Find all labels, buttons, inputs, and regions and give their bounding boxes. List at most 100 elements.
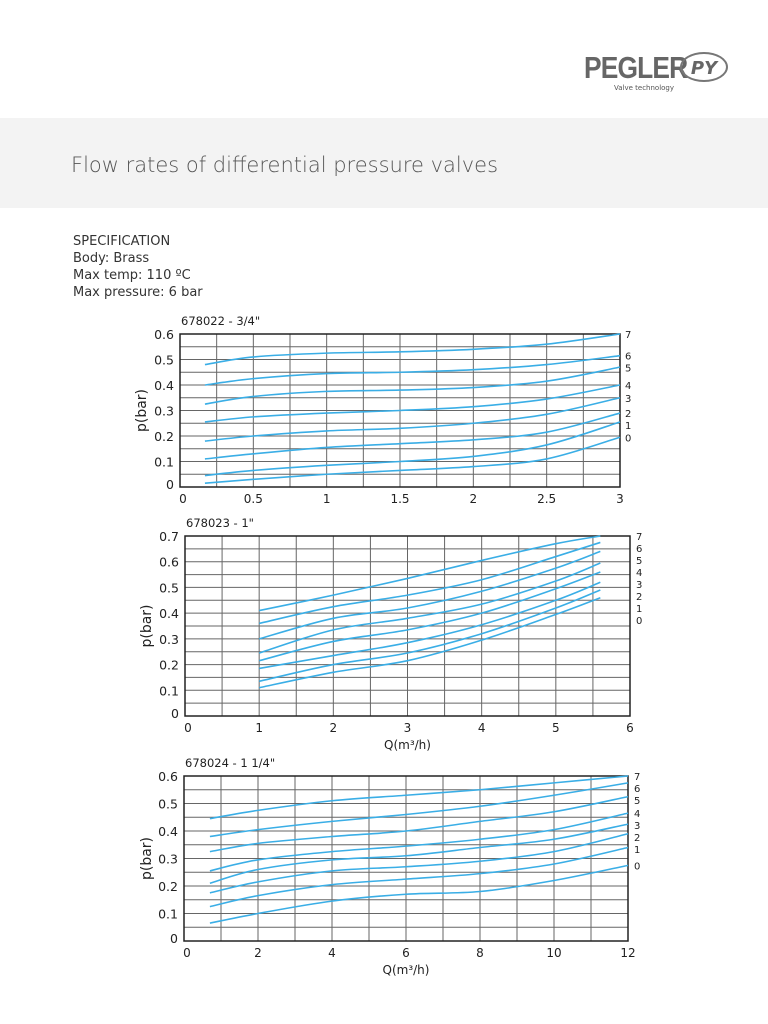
y-tick-label: 0.5 (158, 797, 178, 812)
x-tick-label: 4 (478, 721, 486, 735)
plot-frame (184, 535, 631, 717)
x-tick-label: 0 (183, 946, 191, 960)
y-axis-label: p(bar) (134, 389, 150, 432)
x-tick-label: 6 (402, 946, 410, 960)
y-tick-label: 0 (171, 706, 179, 721)
x-tick-label: 1 (323, 492, 331, 506)
y-tick-label: 0.1 (158, 907, 178, 922)
series-line-4 (204, 384, 621, 423)
series-line-0 (259, 596, 601, 689)
series-label-6: 6 (625, 352, 631, 363)
series-line-1 (204, 421, 621, 477)
series-line-5 (258, 550, 601, 640)
series-label-3: 3 (636, 580, 642, 591)
x-tick-label: 2 (330, 721, 338, 735)
x-tick-label: 0 (179, 492, 187, 506)
series-line-5 (204, 366, 621, 405)
series-line-3 (204, 396, 621, 442)
y-axis-label: p(bar) (139, 604, 155, 647)
series-label-3: 3 (634, 821, 640, 832)
series-line-6 (209, 782, 629, 838)
logo-brand: PEGLER (584, 50, 688, 85)
series-label-6: 6 (634, 784, 640, 795)
y-tick-label: 0 (170, 931, 178, 946)
x-tick-label: 8 (476, 946, 484, 960)
series-label-7: 7 (634, 772, 640, 783)
spec-heading: SPECIFICATION (73, 234, 171, 249)
series-label-2: 2 (634, 833, 640, 844)
spec-max-temp: Max temp: 110 ºC (73, 268, 191, 283)
spec-body: Body: Brass (73, 251, 150, 266)
series-label-2: 2 (625, 409, 631, 420)
series-line-3 (209, 823, 629, 885)
series-line-2 (209, 832, 629, 894)
logo-mark: PY (680, 52, 728, 82)
y-tick-label: 0.6 (158, 769, 178, 784)
series-line-7 (204, 333, 621, 366)
y-tick-label: 0.6 (159, 555, 179, 570)
x-tick-label: 6 (626, 721, 634, 735)
x-tick-label: 5 (552, 721, 560, 735)
y-tick-label: 0.3 (158, 852, 178, 867)
x-tick-label: 4 (328, 946, 336, 960)
y-tick-label: 0.1 (159, 683, 179, 698)
series-label-5: 5 (634, 796, 640, 807)
title-band (0, 118, 768, 208)
y-tick-label: 0 (166, 477, 174, 492)
plot-frame (183, 775, 629, 942)
series-line-5 (209, 795, 629, 853)
series-line-4 (209, 812, 629, 872)
series-label-6: 6 (636, 544, 642, 555)
y-tick-label: 0.2 (158, 879, 178, 894)
y-tick-label: 0.4 (154, 378, 174, 393)
series-line-2 (259, 581, 601, 670)
x-tick-label: 12 (620, 946, 635, 960)
x-tick-label: 0 (184, 721, 192, 735)
series-label-7: 7 (625, 330, 631, 341)
series-line-2 (204, 412, 621, 460)
y-tick-label: 0.5 (154, 353, 174, 368)
series-label-5: 5 (625, 364, 631, 375)
x-axis-label: Q(m³/h) (384, 738, 431, 752)
x-tick-label: 0.5 (244, 492, 263, 506)
series-label-7: 7 (636, 532, 642, 543)
series-label-4: 4 (625, 381, 631, 392)
y-axis-label: p(bar) (139, 837, 155, 880)
x-tick-label: 3 (404, 721, 412, 735)
x-tick-label: 2 (254, 946, 262, 960)
spec-max-pressure: Max pressure: 6 bar (73, 285, 203, 300)
x-tick-label: 3 (616, 492, 624, 506)
x-tick-label: 1.5 (390, 492, 409, 506)
plot-frame (179, 333, 621, 488)
series-label-2: 2 (636, 592, 642, 603)
series-line-1 (209, 846, 629, 908)
x-tick-label: 2.5 (537, 492, 556, 506)
series-label-0: 0 (634, 861, 640, 872)
y-tick-label: 0.3 (154, 404, 174, 419)
series-label-4: 4 (636, 568, 642, 579)
series-label-0: 0 (636, 616, 642, 627)
series-line-0 (209, 864, 629, 924)
series-line-6 (258, 541, 601, 625)
series-line-0 (204, 436, 621, 484)
series-label-4: 4 (634, 809, 640, 820)
series-label-1: 1 (634, 845, 640, 856)
specification: SPECIFICATION Body: Brass Max temp: 110 … (73, 233, 203, 301)
chart-title: 678023 - 1" (186, 516, 254, 530)
series-label-1: 1 (625, 421, 631, 432)
series-line-7 (259, 535, 601, 612)
y-tick-label: 0.3 (159, 632, 179, 647)
series-label-5: 5 (636, 556, 642, 567)
y-tick-label: 0.2 (159, 658, 179, 673)
y-tick-label: 0.4 (159, 606, 179, 621)
chart-title: 678022 - 3/4" (181, 314, 260, 328)
series-label-0: 0 (625, 433, 631, 444)
y-tick-label: 0.4 (158, 824, 178, 839)
x-tick-label: 10 (546, 946, 561, 960)
y-tick-label: 0.6 (154, 327, 174, 342)
x-axis-label: Q(m³/h) (383, 963, 430, 977)
series-line-7 (209, 775, 629, 820)
y-tick-label: 0.5 (159, 580, 179, 595)
y-tick-label: 0.1 (154, 455, 174, 470)
x-tick-label: 2 (470, 492, 478, 506)
